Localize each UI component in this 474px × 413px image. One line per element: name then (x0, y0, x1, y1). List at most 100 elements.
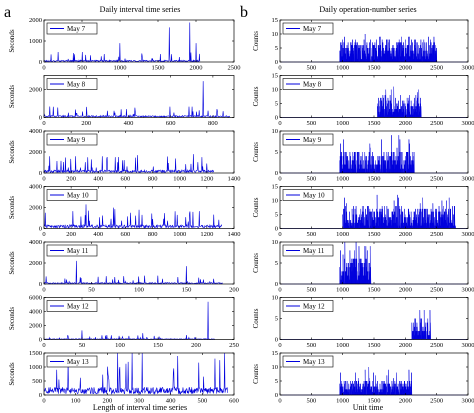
series-line (43, 81, 231, 119)
y-axis-label: Counts (252, 364, 260, 384)
x-tick-label: 0 (278, 120, 281, 127)
panel-a-title: Daily interval time series (100, 5, 181, 14)
x-tick-label: 2000 (190, 65, 203, 72)
y-tick-label: 10 (272, 364, 279, 371)
y-axis-label: Counts (252, 31, 260, 51)
x-tick-label: 300 (134, 398, 144, 405)
y-axis-label: Counts (252, 142, 260, 162)
subplot-a-6: 0 50 100 150 200 250 0 2000 4000 6000 Seconds May 1… (8, 295, 239, 349)
series-line (280, 366, 468, 396)
x-tick-label: 400 (124, 120, 134, 127)
x-tick-label: 1200 (200, 176, 213, 183)
y-tick-label: 4000 (29, 239, 42, 246)
series-line (43, 301, 216, 341)
x-tick-label: 100 (115, 342, 125, 349)
x-tick-label: 500 (306, 176, 316, 183)
y-axis-label: Seconds (8, 85, 16, 109)
legend-box (282, 133, 334, 146)
y-axis-label: Seconds (8, 307, 16, 331)
subplot-a-1: 0 500 1000 1500 2000 2500 0 1000 2000 Seconds May … (8, 17, 241, 71)
x-tick-label: 400 (93, 176, 103, 183)
y-tick-label: 0 (39, 392, 42, 399)
y-tick-label: 2000 (29, 260, 42, 267)
y-tick-label: 0 (39, 226, 42, 233)
y-tick-label: 5 (275, 45, 278, 52)
series-line (280, 86, 468, 118)
y-axis-label: Seconds (8, 251, 16, 275)
x-tick-label: 0 (42, 342, 45, 349)
x-tick-label: 1000 (173, 176, 186, 183)
x-tick-label: 1000 (336, 65, 349, 72)
x-tick-label: 500 (306, 231, 316, 238)
y-tick-label: 0 (275, 226, 278, 233)
legend-label: May 8 (67, 81, 86, 89)
y-tick-label: 10 (272, 295, 279, 302)
legend-box (282, 22, 334, 35)
y-tick-label: 0 (275, 59, 278, 66)
x-tick-label: 500 (306, 287, 316, 294)
y-tick-label: 1500 (29, 350, 42, 357)
y-tick-label: 2000 (29, 87, 42, 94)
series-line (43, 154, 214, 174)
y-axis-label: Seconds (8, 362, 16, 386)
x-tick-label: 3000 (462, 65, 474, 72)
x-tick-label: 150 (182, 287, 192, 294)
legend-label: May 13 (67, 358, 89, 366)
series-line (43, 204, 223, 229)
x-tick-label: 500 (77, 65, 87, 72)
x-tick-label: 2500 (430, 176, 443, 183)
legend-label: May 7 (303, 25, 322, 33)
y-tick-label: 0 (275, 392, 278, 399)
x-tick-label: 1500 (368, 342, 381, 349)
legend-box (46, 189, 98, 201)
y-tick-label: 1000 (29, 364, 42, 371)
legend-label: May 12 (303, 303, 325, 311)
x-tick-label: 1000 (336, 398, 349, 405)
x-tick-label: 200 (81, 120, 91, 127)
x-tick-label: 200 (102, 398, 112, 405)
legend-box (46, 300, 98, 312)
subplot-b-7: 0 500 1000 1500 2000 2500 3000 0 5 10 15 Counts May … (252, 350, 474, 404)
subplots-layer: 0 500 1000 1500 2000 2500010002000SecondsMay … (8, 17, 474, 404)
x-tick-label: 200 (66, 176, 76, 183)
legend-label: May 11 (67, 247, 89, 255)
legend-box (46, 355, 98, 368)
legend-label: May 9 (303, 136, 322, 144)
x-tick-label: 3000 (462, 342, 474, 349)
y-tick-label: 5 (275, 149, 278, 156)
x-tick-label: 400 (93, 231, 103, 238)
y-tick-label: 2000 (29, 205, 42, 212)
x-tick-label: 0 (278, 398, 281, 405)
y-tick-label: 15 (272, 184, 279, 191)
x-tick-label: 2500 (430, 65, 443, 72)
y-tick-label: 5 (275, 101, 278, 108)
x-tick-label: 3000 (462, 120, 474, 127)
subplot-b-3: 0 500 1000 1500 2000 2500 3000 0 5 10 Counts May 9 (252, 128, 474, 182)
x-tick-label: 500 (306, 120, 316, 127)
x-tick-label: 0 (42, 398, 45, 405)
x-tick-label: 0 (42, 120, 45, 127)
x-tick-label: 0 (42, 65, 45, 72)
x-tick-label: 2000 (399, 398, 412, 405)
x-tick-label: 2000 (399, 120, 412, 127)
subplot-b-2: 0 500 1000 1500 2000 2500 3000 0 5 10 15 Counts May … (252, 73, 474, 127)
y-tick-label: 5 (275, 212, 278, 219)
legend-box (46, 133, 98, 146)
y-tick-label: 5 (275, 378, 278, 385)
x-tick-label: 3000 (462, 176, 474, 183)
x-tick-label: 50 (79, 342, 86, 349)
x-tick-label: 0 (42, 231, 45, 238)
x-tick-label: 2000 (399, 287, 412, 294)
x-tick-label: 200 (66, 231, 76, 238)
y-tick-label: 1000 (29, 38, 42, 45)
plot-frame (43, 297, 235, 340)
x-tick-label: 1400 (228, 231, 241, 238)
x-tick-label: 1500 (368, 231, 381, 238)
x-tick-label: 200 (191, 342, 201, 349)
y-axis-label: Counts (252, 253, 260, 273)
subplot-b-6: 0 500 1000 1500 2000 2500 3000 0 5 10 Counts May 12 (252, 295, 474, 349)
x-tick-label: 0 (278, 287, 281, 294)
y-tick-label: 6000 (29, 295, 42, 302)
y-axis-label: Seconds (8, 140, 16, 164)
x-tick-label: 200 (229, 287, 239, 294)
